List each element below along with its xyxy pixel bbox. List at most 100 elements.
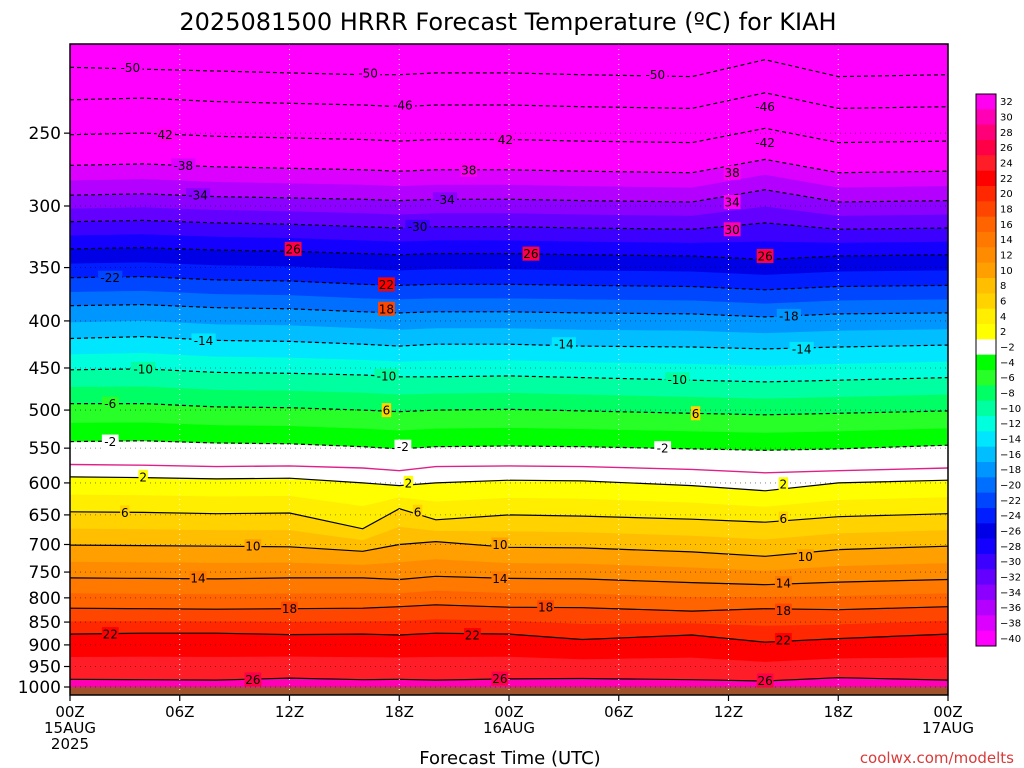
colorbar-swatch: [976, 201, 996, 218]
contour-label-bg: [244, 539, 262, 554]
contour-label-bg: [98, 270, 123, 285]
contour-line: [70, 508, 948, 530]
x-tick-label: 12Z: [714, 703, 743, 721]
x-tick-label: 18Z: [385, 703, 414, 721]
y-tick-label: 750: [29, 563, 61, 583]
colorbar-tick-label: −28: [1000, 542, 1021, 553]
credit-text: coolwx.com/modelts: [860, 749, 1014, 767]
x-tick-label: 00Z: [933, 703, 962, 721]
colorbar-swatch: [976, 339, 996, 356]
contour-label: 26: [523, 247, 538, 261]
contour-line: [70, 92, 948, 110]
y-tick-label: 350: [29, 259, 61, 279]
contour-label-bg: [156, 127, 174, 142]
contour-label-bg: [496, 132, 514, 147]
colorbar-tick-label: −14: [1000, 435, 1021, 446]
x-tick-label: 15AUG: [44, 719, 96, 737]
contour-label-bg: [774, 632, 792, 647]
y-axis: 250 300 350 400 450 500 550 600 650 700 750 800 850 9…: [18, 124, 70, 698]
contour-label: -42: [755, 136, 775, 150]
colorbar-swatch: [976, 324, 996, 340]
colorbar-tick-label: −4: [1000, 358, 1015, 369]
contour-line: [70, 59, 948, 78]
colorbar-tick-label: −32: [1000, 573, 1021, 584]
colorbar-tick-label: −38: [1000, 619, 1021, 630]
colorbar-swatch: [976, 232, 996, 248]
colorbar-tick-label: −34: [1000, 588, 1021, 599]
colorbar-swatch: [976, 278, 996, 294]
contour-line: [70, 368, 948, 383]
colorbar-swatch: [976, 462, 996, 478]
contour-label-bg: [189, 570, 207, 585]
contour-label-bg: [403, 475, 414, 490]
colorbar-tick-label: 16: [1000, 220, 1013, 231]
colorbar-tick-label: 32: [1000, 97, 1013, 108]
contour-label-bg: [378, 277, 395, 292]
contour-label-bg: [185, 188, 211, 203]
contour-label: -50: [646, 68, 666, 82]
colorbar-tick-label: 4: [1000, 312, 1006, 323]
contour-label-bg: [752, 135, 778, 150]
colorbar-swatch: [976, 124, 996, 141]
contour-label-bg: [789, 341, 814, 356]
colorbar-frame: [975, 93, 997, 647]
colorbar-tick-label: 18: [1000, 205, 1013, 216]
x-tick-label: 06Z: [165, 703, 194, 721]
x-axis-label: Forecast Time (UTC): [419, 748, 600, 768]
y-tick-label: 700: [29, 536, 61, 556]
contour-label-bg: [643, 67, 668, 82]
colorbar-tick-label: −26: [1000, 527, 1021, 538]
contour-label: -30: [408, 220, 428, 234]
contour-label: -46: [393, 99, 413, 113]
colorbar-swatch: [976, 523, 996, 540]
chart-title: 2025081500 HRRR Forecast Temperature (ºC…: [179, 8, 836, 36]
contour-label: 10: [798, 550, 813, 564]
contour-label-bg: [690, 406, 701, 421]
contour-label: 14: [492, 572, 507, 586]
colorbar-swatch: [976, 400, 996, 417]
y-tick-label: 800: [29, 589, 61, 609]
colorbar-tick-label: −22: [1000, 496, 1021, 507]
contour-label: -14: [194, 334, 214, 348]
contour-label-bg: [778, 477, 789, 492]
contour-label: -50: [358, 66, 378, 80]
x-tick-label: 06Z: [604, 703, 633, 721]
colorbar-tick-label: −18: [1000, 465, 1021, 476]
contour-label-bg: [491, 537, 509, 552]
contour-label-bg: [464, 628, 481, 643]
contour-label-bg: [244, 672, 262, 687]
colorbar-tick-label: 12: [1000, 251, 1013, 262]
x-tick-label: 18Z: [824, 703, 853, 721]
x-tick-label: 17AUG: [922, 719, 974, 737]
contour-label-bg: [378, 301, 395, 316]
x-tick-label: 00Z: [55, 703, 84, 721]
contour-label-bg: [654, 441, 672, 456]
y-tick-label: 950: [29, 658, 61, 678]
contour-line: [70, 575, 948, 586]
contour-line: [70, 158, 948, 174]
x-tick-label: 12Z: [275, 703, 304, 721]
contour-label: -14: [792, 342, 812, 356]
y-tick-label: 500: [29, 401, 61, 421]
contour-label-bg: [723, 194, 741, 209]
colorbar-tick-label: 30: [1000, 113, 1013, 124]
contour-label-bg: [101, 627, 119, 642]
contour-label-bg: [756, 673, 774, 688]
colorbar-tick-label: −6: [1000, 373, 1015, 384]
contour-label-bg: [101, 434, 119, 449]
x-tick-label: 2025: [51, 735, 89, 753]
colorbar-tick-label: 24: [1000, 159, 1013, 170]
colorbar-tick-label: 10: [1000, 266, 1013, 277]
colorbar-swatch: [976, 446, 996, 463]
contour-label-bg: [778, 511, 789, 526]
contour-line: [70, 463, 948, 474]
contour-label-bg: [394, 439, 412, 454]
contour-label-bg: [756, 248, 774, 263]
contour-label: -50: [121, 61, 141, 75]
x-tick-label: 16AUG: [483, 719, 535, 737]
contour-label: 22: [465, 629, 480, 643]
contour-label: -14: [554, 338, 574, 352]
contour-label: 10: [492, 538, 507, 552]
colorbar-swatch: [976, 354, 996, 371]
